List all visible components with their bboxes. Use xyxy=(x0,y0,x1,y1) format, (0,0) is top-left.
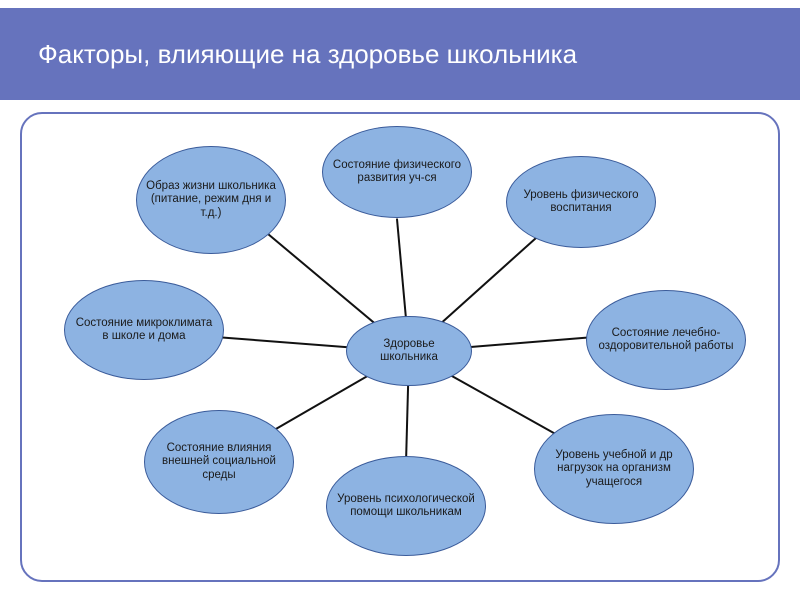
slide-title: Факторы, влияющие на здоровье школьника xyxy=(38,38,577,71)
factor-node-label: Уровень учебной и др нагрузок на организ… xyxy=(543,449,685,489)
factor-node: Образ жизни школьника (питание, режим дн… xyxy=(136,146,286,254)
factor-node-label: Состояние физического развития уч-ся xyxy=(331,159,463,185)
factor-node-label: Уровень физического воспитания xyxy=(515,189,647,215)
factor-node: Состояние лечебно-оздоровительной работы xyxy=(586,290,746,390)
factor-node-label: Образ жизни школьника (питание, режим дн… xyxy=(145,180,277,220)
slide: Факторы, влияющие на здоровье школьника … xyxy=(0,0,800,600)
factor-node: Уровень физического воспитания xyxy=(506,156,656,248)
center-node: Здоровье школьника xyxy=(346,316,472,386)
factor-node: Уровень психологической помощи школьника… xyxy=(326,456,486,556)
factor-node-label: Состояние лечебно-оздоровительной работы xyxy=(595,327,737,353)
factor-node-label: Состояние влияния внешней социальной сре… xyxy=(153,442,285,482)
title-bar: Факторы, влияющие на здоровье школьника xyxy=(0,8,800,100)
factor-node: Уровень учебной и др нагрузок на организ… xyxy=(534,414,694,524)
center-node-label: Здоровье школьника xyxy=(355,338,463,364)
factor-node: Состояние влияния внешней социальной сре… xyxy=(144,410,294,514)
factor-node: Состояние микроклимата в школе и дома xyxy=(64,280,224,380)
title-underline xyxy=(38,95,762,97)
factor-node-label: Уровень психологической помощи школьника… xyxy=(335,493,477,519)
factor-node-label: Состояние микроклимата в школе и дома xyxy=(73,317,215,343)
factor-node: Состояние физического развития уч-ся xyxy=(322,126,472,218)
